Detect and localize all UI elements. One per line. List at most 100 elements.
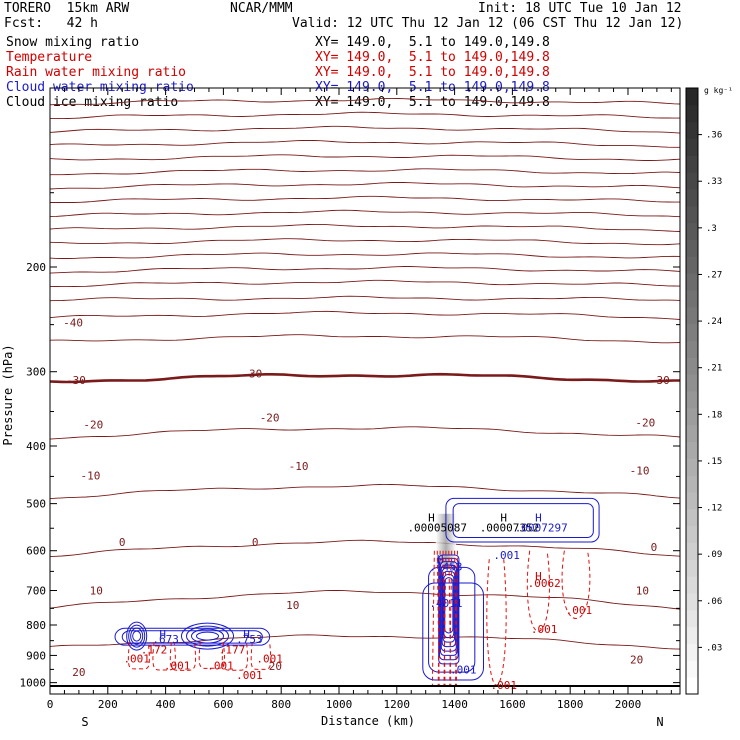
cloud-water-ring xyxy=(197,632,219,640)
x-tick-label: 1400 xyxy=(441,698,468,711)
x-tick-label: 2000 xyxy=(615,698,642,711)
colorbar-tick-label: .21 xyxy=(706,364,722,374)
temperature-label: 0 xyxy=(651,541,658,554)
colorbar-bin xyxy=(686,408,698,425)
colorbar-bin xyxy=(686,307,698,324)
y-tick-label: 200 xyxy=(26,261,46,274)
contour-max-label: .7453 xyxy=(429,561,462,574)
colorbar-bin xyxy=(686,206,698,223)
colorbar-tick-label: .27 xyxy=(706,270,722,280)
temperature-label: 10 xyxy=(90,585,103,598)
isotherm-15 xyxy=(50,311,680,319)
colorbar-bin xyxy=(686,88,698,105)
temperature-label: 20 xyxy=(72,666,85,679)
colorbar-unit: g kg⁻¹ xyxy=(704,86,733,95)
colorbar-bin xyxy=(686,105,698,122)
x-axis: 0 200 400 600 800 1000 1200 1400 1600 1800 2000 xyxy=(47,88,672,711)
rain-water-contours xyxy=(128,551,590,687)
contour-max-label: .0062 xyxy=(528,577,561,590)
temperature-label: -30 xyxy=(66,374,86,387)
temperature-label: -20 xyxy=(260,411,280,424)
colorbar-bin xyxy=(686,122,698,139)
contour-max-label: .001 xyxy=(490,679,517,692)
y-tick-label: 600 xyxy=(26,545,46,558)
temperature-label: -40 xyxy=(63,317,83,330)
isotherm-6 xyxy=(50,182,680,189)
colorbar-tick-label: .24 xyxy=(706,317,722,327)
isotherm-1 xyxy=(50,112,680,118)
north-label: N xyxy=(656,715,663,729)
temperature-label: 20 xyxy=(630,654,643,667)
colorbar-bin xyxy=(686,593,698,610)
isotherm-7 xyxy=(50,196,680,202)
colorbar-bin xyxy=(686,660,698,677)
colorbar-bin xyxy=(686,526,698,543)
colorbar-bin xyxy=(686,391,698,408)
contour-max-label: .001 xyxy=(123,652,150,665)
colorbar-bin xyxy=(686,543,698,560)
contour-max-label: .001 xyxy=(256,652,283,665)
rain-water-upper xyxy=(487,559,506,685)
x-tick-label: 1800 xyxy=(557,698,584,711)
colorbar-bin xyxy=(686,341,698,358)
temperature-label: -20 xyxy=(635,416,655,429)
colorbar-tick-label: .12 xyxy=(706,504,722,514)
temperature-label: 0 xyxy=(252,536,259,549)
isotherm-5 xyxy=(50,169,680,175)
colorbar-bin xyxy=(686,256,698,273)
contour-max-label: .177 xyxy=(219,644,246,657)
colorbar-bin xyxy=(686,576,698,593)
cloud-water-ring xyxy=(133,631,141,641)
colorbar-bin xyxy=(686,442,698,459)
colorbar-bin xyxy=(686,644,698,661)
colorbar-bin xyxy=(686,189,698,206)
y-tick-label: 900 xyxy=(26,649,46,662)
temperature-contours xyxy=(50,98,680,649)
cloud-water-upper xyxy=(446,498,599,542)
colorbar-bin xyxy=(686,627,698,644)
isotherm-9 xyxy=(50,224,680,231)
y-tick-label: 700 xyxy=(26,585,46,598)
y-tick-label: 800 xyxy=(26,619,46,632)
isotherm-17 xyxy=(50,374,680,382)
contour-max-label: .001 xyxy=(450,663,477,676)
isotherm-4 xyxy=(50,155,680,161)
colorbar-bin xyxy=(686,492,698,509)
colorbar-bin xyxy=(686,475,698,492)
y-tick-label: 500 xyxy=(26,498,46,511)
x-tick-label: 200 xyxy=(98,698,118,711)
x-tick-label: 600 xyxy=(213,698,233,711)
colorbar-bin xyxy=(686,559,698,576)
temperature-label: -20 xyxy=(83,418,103,431)
isotherm-18 xyxy=(50,427,680,439)
isotherm-19 xyxy=(50,484,680,498)
colorbar-tick-label: .33 xyxy=(706,177,722,187)
colorbar-bin xyxy=(686,223,698,240)
temperature-label: -10 xyxy=(630,465,650,478)
x-tick-label: 1000 xyxy=(326,698,353,711)
contour-max-label: .001 xyxy=(207,659,234,672)
colorbar-tick-label: .3 xyxy=(706,224,717,234)
contour-max-label: .001 xyxy=(566,604,593,617)
y-tick-label: 400 xyxy=(26,440,46,453)
colorbar-tick-label: .15 xyxy=(706,457,722,467)
isotherm-20 xyxy=(50,540,680,556)
isotherm-13 xyxy=(50,280,680,286)
colorbar-tick-label: .03 xyxy=(706,643,722,653)
colorbar-tick-label: .09 xyxy=(706,550,722,560)
colorbar-bin xyxy=(686,425,698,442)
x-tick-label: 1200 xyxy=(384,698,411,711)
contour-labels: -40-30-30-30-20-20 -20-10-10 -100 0 01010102… xyxy=(63,317,670,693)
isotherm-14 xyxy=(50,296,680,301)
x-axis-label: Distance (km) xyxy=(321,714,415,728)
colorbar-bin xyxy=(686,458,698,475)
isotherm-3 xyxy=(50,140,680,147)
colorbar-bin xyxy=(686,172,698,189)
x-tick-label: 800 xyxy=(271,698,291,711)
isotherm-2 xyxy=(50,126,680,133)
isotherm-11 xyxy=(50,253,680,259)
isotherm-8 xyxy=(50,210,680,217)
colorbar-bin xyxy=(686,240,698,257)
temperature-label: -10 xyxy=(289,460,309,473)
